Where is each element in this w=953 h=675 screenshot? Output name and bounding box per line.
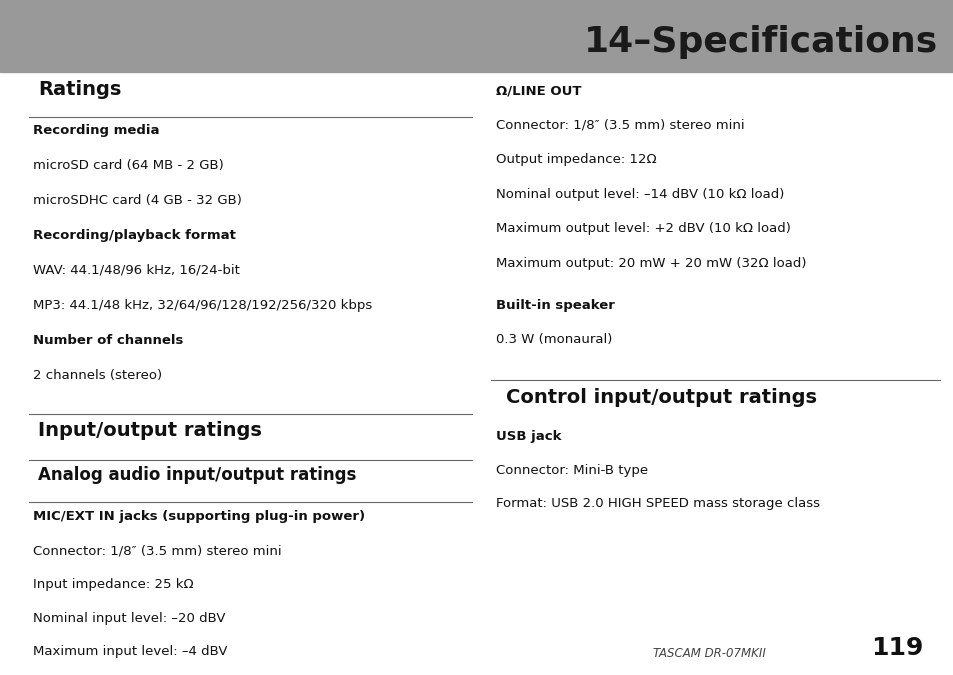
- FancyBboxPatch shape: [0, 0, 953, 72]
- Text: 119: 119: [870, 636, 923, 660]
- Text: Built-in speaker: Built-in speaker: [496, 299, 615, 312]
- Text: microSDHC card (4 GB - 32 GB): microSDHC card (4 GB - 32 GB): [33, 194, 242, 207]
- Text: Nominal input level: –20 dBV: Nominal input level: –20 dBV: [33, 612, 226, 624]
- Text: Maximum output level: +2 dBV (10 kΩ load): Maximum output level: +2 dBV (10 kΩ load…: [496, 222, 790, 235]
- Text: Maximum input level: –4 dBV: Maximum input level: –4 dBV: [33, 645, 228, 658]
- Text: Connector: 1/8″ (3.5 mm) stereo mini: Connector: 1/8″ (3.5 mm) stereo mini: [496, 119, 744, 132]
- Text: Connector: Mini-B type: Connector: Mini-B type: [496, 464, 647, 477]
- Text: Input/output ratings: Input/output ratings: [38, 421, 262, 440]
- Text: Ω/LINE OUT: Ω/LINE OUT: [496, 84, 581, 97]
- Text: MIC/EXT IN jacks (supporting plug-in power): MIC/EXT IN jacks (supporting plug-in pow…: [33, 510, 365, 523]
- Text: Nominal output level: –14 dBV (10 kΩ load): Nominal output level: –14 dBV (10 kΩ loa…: [496, 188, 783, 200]
- Text: Maximum output: 20 mW + 20 mW (32Ω load): Maximum output: 20 mW + 20 mW (32Ω load): [496, 256, 805, 269]
- Text: Output impedance: 12Ω: Output impedance: 12Ω: [496, 153, 656, 166]
- Text: Format: USB 2.0 HIGH SPEED mass storage class: Format: USB 2.0 HIGH SPEED mass storage …: [496, 497, 820, 510]
- Text: Number of channels: Number of channels: [33, 334, 184, 347]
- Text: MP3: 44.1/48 kHz, 32/64/96/128/192/256/320 kbps: MP3: 44.1/48 kHz, 32/64/96/128/192/256/3…: [33, 299, 373, 312]
- Text: Analog audio input/output ratings: Analog audio input/output ratings: [38, 466, 356, 485]
- Text: Recording media: Recording media: [33, 124, 160, 136]
- Text: 14–Specifications: 14–Specifications: [583, 25, 937, 59]
- Text: Recording/playback format: Recording/playback format: [33, 229, 236, 242]
- Text: microSD card (64 MB - 2 GB): microSD card (64 MB - 2 GB): [33, 159, 224, 171]
- Text: Input impedance: 25 kΩ: Input impedance: 25 kΩ: [33, 578, 193, 591]
- Text: 2 channels (stereo): 2 channels (stereo): [33, 369, 162, 382]
- Text: USB jack: USB jack: [496, 430, 561, 443]
- Text: TASCAM DR-07MKII: TASCAM DR-07MKII: [653, 647, 765, 660]
- Text: 0.3 W (monaural): 0.3 W (monaural): [496, 333, 612, 346]
- Text: Connector: 1/8″ (3.5 mm) stereo mini: Connector: 1/8″ (3.5 mm) stereo mini: [33, 544, 282, 557]
- Text: Ratings: Ratings: [38, 80, 121, 99]
- Text: Control input/output ratings: Control input/output ratings: [505, 388, 816, 407]
- Text: WAV: 44.1/48/96 kHz, 16/24-bit: WAV: 44.1/48/96 kHz, 16/24-bit: [33, 264, 240, 277]
